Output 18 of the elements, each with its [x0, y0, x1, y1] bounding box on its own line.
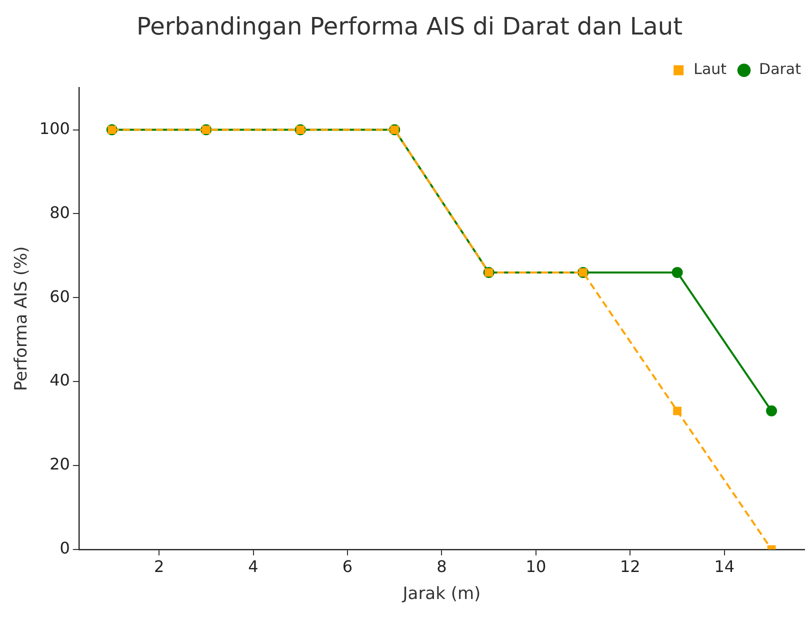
legend-label: Darat [759, 60, 802, 78]
y-tick-label: 60 [50, 286, 70, 306]
y-tick-label: 20 [50, 454, 70, 474]
x-tick-label: 8 [436, 557, 447, 576]
x-tick-label: 2 [154, 557, 164, 576]
chart-title: Perbandingan Performa AIS di Darat dan Laut [136, 12, 683, 41]
x-tick-label: 10 [526, 557, 546, 576]
y-tick-label: 100 [39, 118, 70, 138]
legend-label: Laut [694, 60, 727, 78]
y-tick-label: 80 [50, 202, 70, 222]
x-axis-title: Jarak (m) [402, 584, 481, 604]
x-tick-label: 6 [342, 557, 353, 576]
x-tick-label: 4 [248, 557, 258, 576]
x-tick-label: 14 [714, 557, 735, 576]
y-axis-title: Performa AIS (%) [12, 246, 32, 392]
y-tick-label: 40 [50, 370, 70, 390]
x-tick-label: 12 [620, 557, 640, 576]
y-tick-label: 0 [60, 538, 70, 558]
